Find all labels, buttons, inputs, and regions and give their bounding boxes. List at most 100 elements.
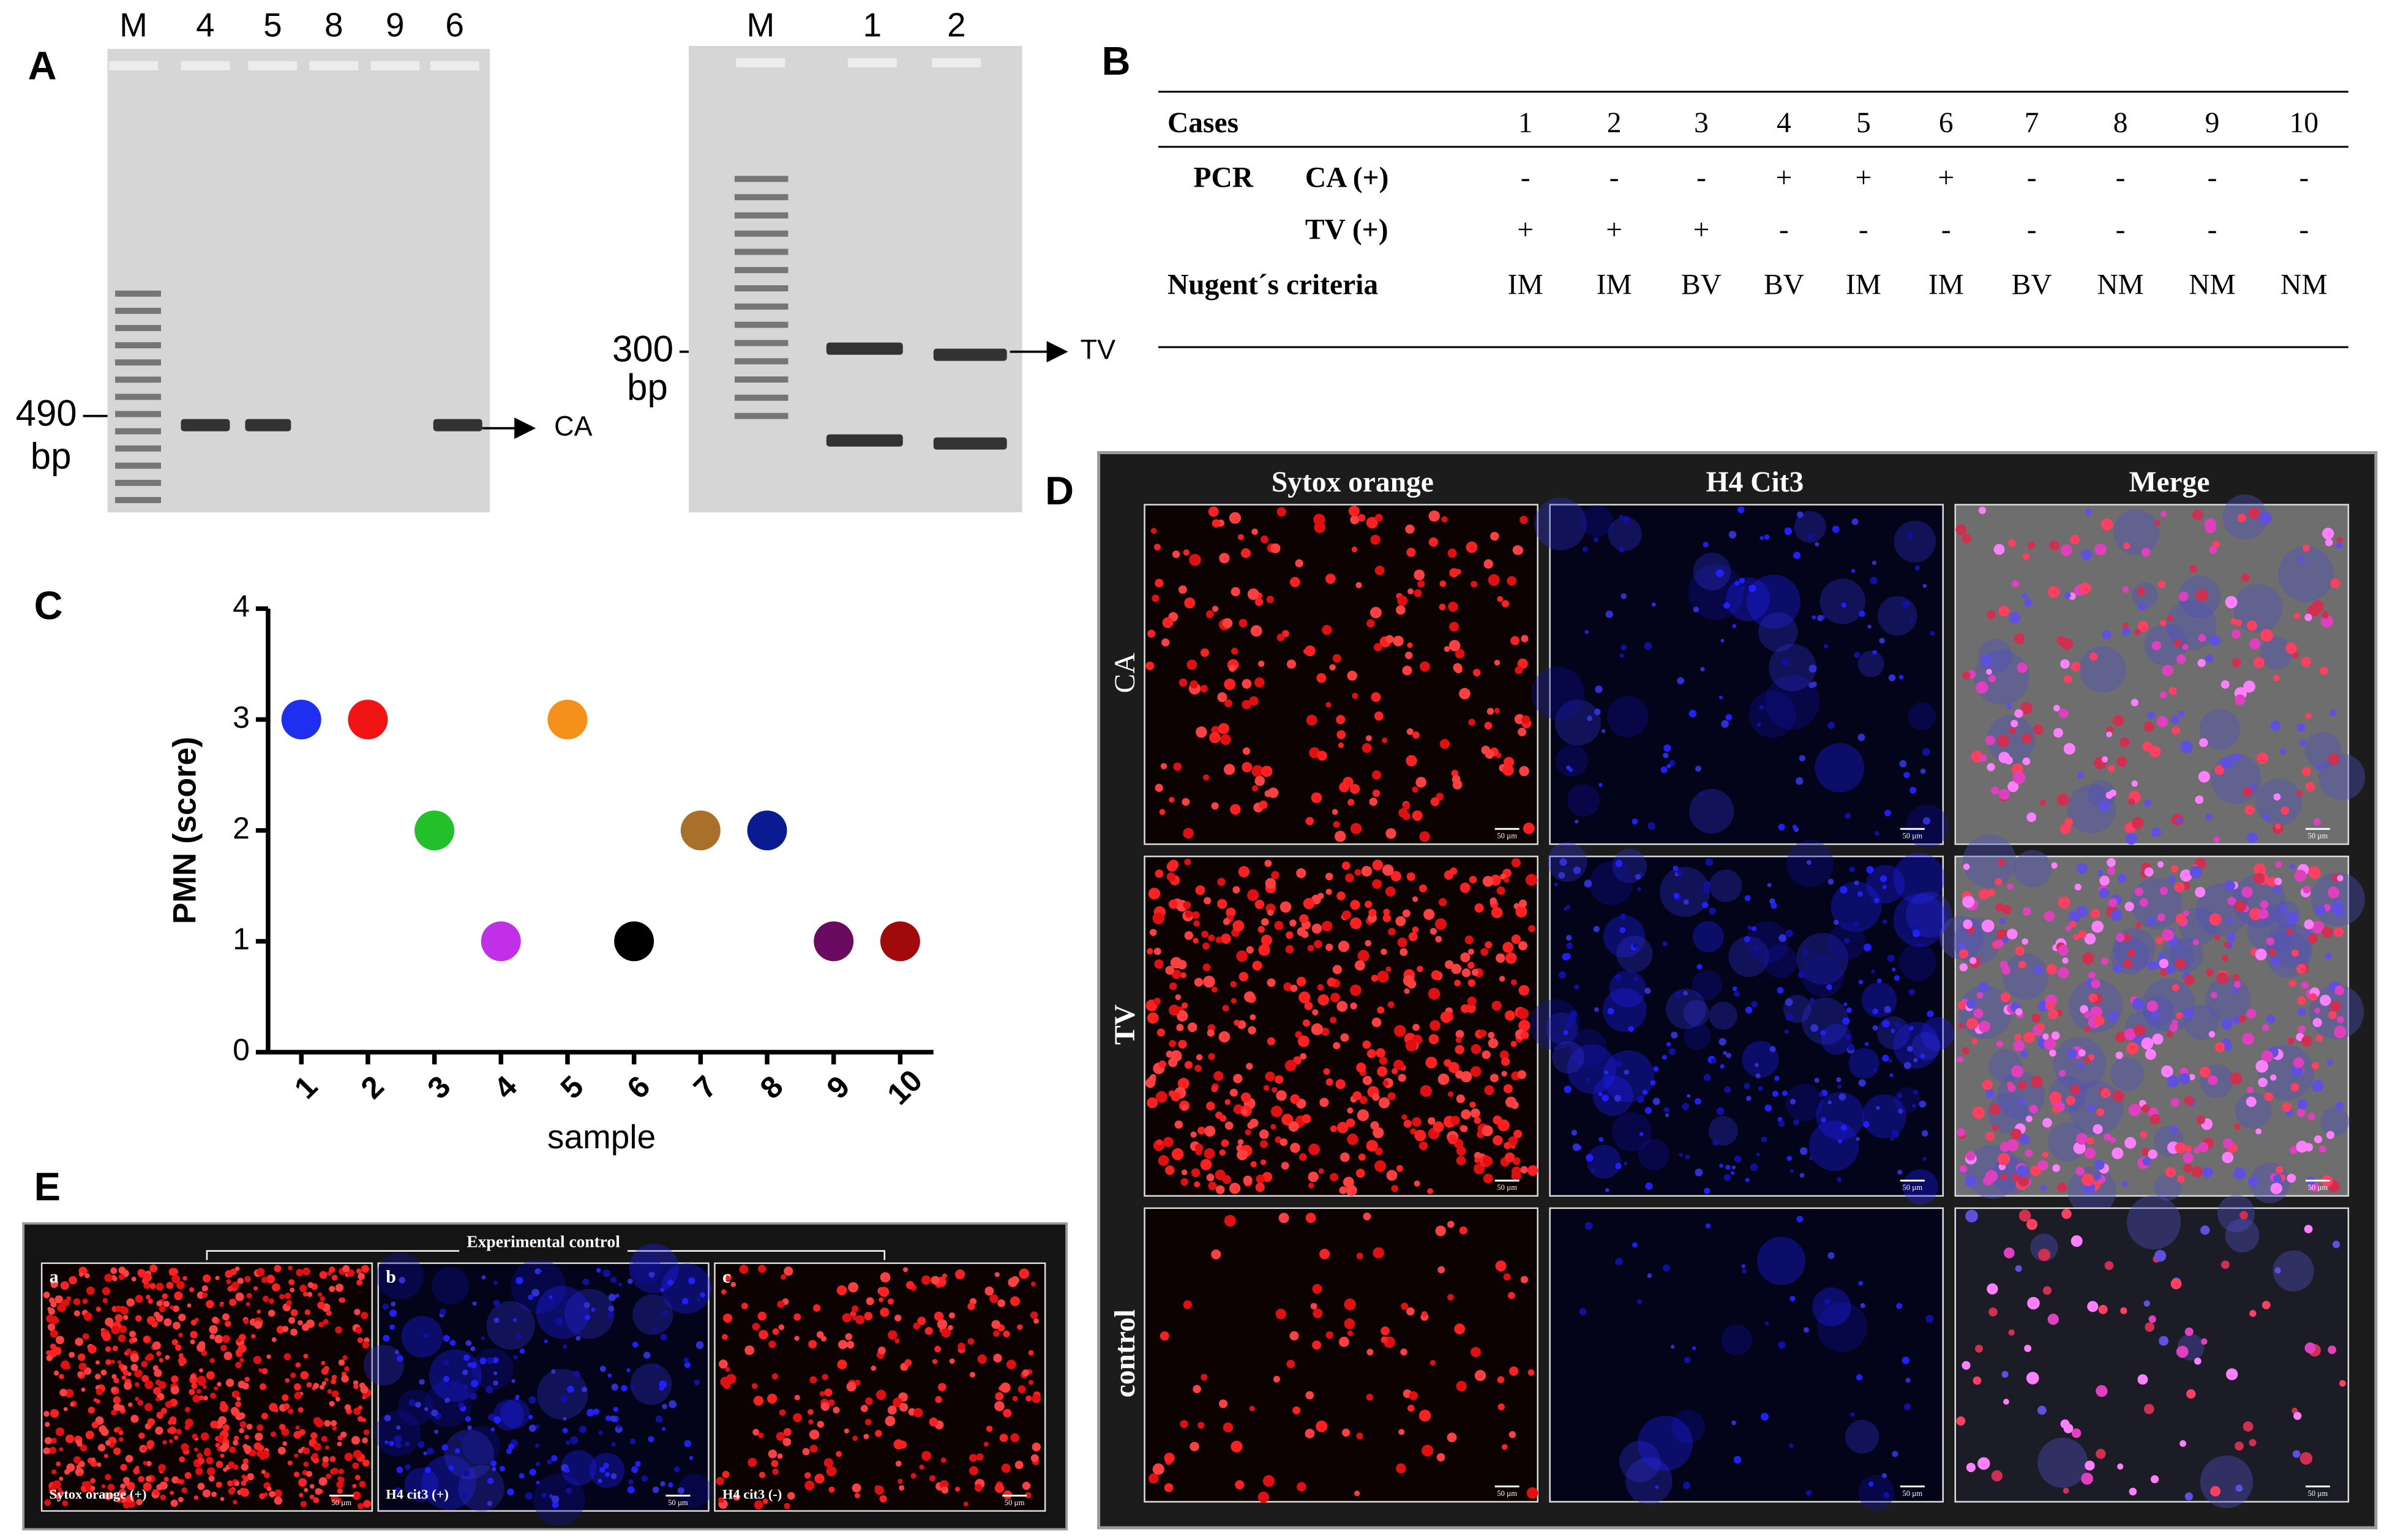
cell-dot bbox=[1425, 1056, 1437, 1069]
cell-dot bbox=[2189, 1074, 2195, 1080]
cell-dot bbox=[1215, 1112, 1223, 1119]
cell-dot bbox=[178, 1497, 184, 1503]
cell-dot bbox=[561, 1450, 597, 1486]
cell-dot bbox=[1347, 1107, 1354, 1114]
cell-dot bbox=[739, 1265, 749, 1274]
cell-dot bbox=[1250, 1118, 1259, 1127]
cell-dot bbox=[1721, 1324, 1752, 1356]
cell-dot bbox=[2227, 933, 2236, 942]
cell-dot bbox=[1155, 869, 1164, 878]
cell-dot bbox=[863, 1433, 869, 1440]
cell-dot bbox=[124, 1481, 130, 1486]
cell-dot bbox=[141, 1375, 149, 1383]
cell-dot bbox=[648, 1436, 654, 1443]
cell-dot bbox=[170, 1490, 174, 1495]
cell-dot bbox=[1183, 901, 1191, 910]
cell-dot bbox=[1338, 940, 1350, 952]
cell-dot bbox=[2179, 907, 2217, 945]
cell-dot bbox=[344, 1366, 350, 1372]
cell-dot bbox=[1973, 1008, 1984, 1019]
y-tick-label: 2 bbox=[233, 811, 250, 845]
cell-dot bbox=[154, 1369, 162, 1377]
ladder-band bbox=[115, 307, 162, 314]
cell-dot bbox=[688, 1277, 695, 1285]
cell-dot bbox=[1250, 625, 1262, 637]
cell-dot bbox=[2299, 1452, 2313, 1465]
cell-dot bbox=[431, 1409, 438, 1416]
target-label: TV bbox=[1081, 334, 1115, 365]
table-cell: - bbox=[1609, 162, 1619, 194]
cell-dot bbox=[1412, 1117, 1422, 1127]
cell-dot bbox=[1317, 984, 1324, 991]
cell-dot bbox=[660, 1481, 665, 1487]
cell-dot bbox=[1998, 605, 2010, 617]
cell-dot bbox=[2157, 580, 2166, 588]
cell-dot bbox=[1336, 1121, 1349, 1134]
cell-dot bbox=[458, 1465, 504, 1512]
cell-dot bbox=[1001, 1463, 1011, 1473]
dna-band bbox=[245, 419, 291, 432]
cell-dot bbox=[128, 1402, 133, 1407]
cell-dot bbox=[2007, 929, 2018, 940]
cell-dot bbox=[2037, 1160, 2048, 1171]
cell-dot bbox=[96, 1388, 103, 1396]
cell-dot bbox=[244, 1435, 249, 1440]
cell-dot bbox=[266, 1354, 271, 1359]
cell-dot bbox=[537, 1269, 542, 1274]
cell-dot bbox=[1607, 1007, 1614, 1015]
cell-dot bbox=[1339, 782, 1349, 793]
cell-dot bbox=[753, 1396, 764, 1406]
cell-dot bbox=[143, 1273, 152, 1282]
cell-dot bbox=[2198, 1142, 2209, 1153]
cell-dot bbox=[184, 1472, 192, 1479]
cell-dot bbox=[1242, 761, 1253, 772]
cell-dot bbox=[1256, 1174, 1265, 1184]
cell-dot bbox=[1352, 1091, 1362, 1101]
cell-dot bbox=[1366, 517, 1378, 529]
cell-dot bbox=[1759, 536, 1764, 540]
cell-dot bbox=[1505, 952, 1517, 964]
cell-dot bbox=[2141, 1037, 2154, 1050]
cell-dot bbox=[329, 1400, 335, 1407]
cell-dot bbox=[2246, 620, 2257, 631]
cell-dot bbox=[2058, 966, 2069, 979]
cell-dot bbox=[2016, 1165, 2028, 1178]
cell-dot bbox=[362, 1437, 369, 1444]
cell-dot bbox=[722, 1471, 730, 1478]
cell-dot bbox=[607, 1373, 612, 1378]
cell-dot bbox=[1797, 511, 1804, 518]
cell-dot bbox=[2085, 509, 2092, 516]
y-tick-label: 4 bbox=[233, 589, 250, 624]
cell-dot bbox=[1704, 1187, 1711, 1194]
cell-dot bbox=[1456, 1094, 1465, 1104]
cell-dot bbox=[253, 1286, 258, 1291]
cell-dot bbox=[499, 1465, 506, 1472]
micrograph: 50 µm bbox=[1954, 1195, 2350, 1508]
scale-label: 50 µm bbox=[1497, 1489, 1517, 1498]
cell-dot bbox=[152, 1365, 159, 1371]
cell-dot bbox=[1217, 878, 1226, 886]
cell-dot bbox=[2287, 1037, 2295, 1045]
cell-dot bbox=[2117, 873, 2127, 883]
cell-dot bbox=[2312, 921, 2325, 933]
cell-dot bbox=[284, 1292, 291, 1299]
cell-dot bbox=[2069, 921, 2077, 928]
cell-dot bbox=[1224, 678, 1236, 690]
dna-band bbox=[181, 419, 230, 432]
cell-dot bbox=[1893, 852, 1945, 904]
cell-dot bbox=[202, 1385, 207, 1389]
cell-dot bbox=[1325, 1331, 1334, 1339]
cell-dot bbox=[1455, 1030, 1464, 1039]
lane-label: 9 bbox=[386, 6, 405, 43]
cell-dot bbox=[202, 1489, 211, 1498]
cell-dot bbox=[1893, 1022, 1940, 1069]
cell-dot bbox=[2330, 578, 2340, 588]
cell-dot bbox=[2206, 968, 2214, 977]
cell-dot bbox=[257, 1268, 265, 1277]
cell-dot bbox=[2100, 957, 2108, 965]
cell-dot bbox=[448, 1465, 454, 1471]
cell-dot bbox=[53, 1370, 59, 1376]
cell-dot bbox=[1607, 696, 1649, 738]
table-cell: IM bbox=[1846, 269, 1881, 301]
cell-dot bbox=[871, 1365, 877, 1371]
